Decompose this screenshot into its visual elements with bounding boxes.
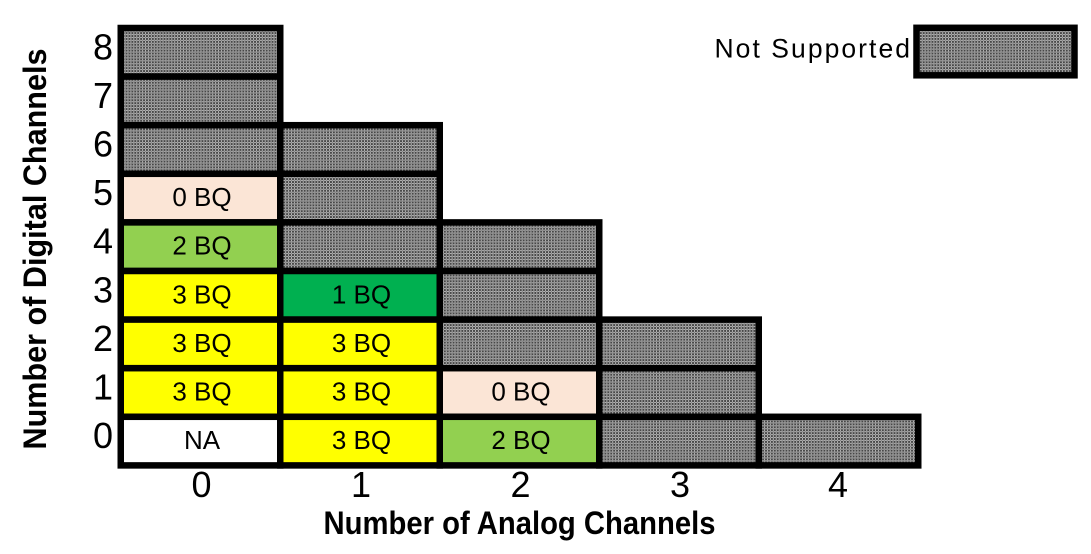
svg-text:4: 4 bbox=[828, 464, 848, 505]
svg-text:6: 6 bbox=[93, 124, 113, 165]
svg-text:Number of Analog Channels: Number of Analog Channels bbox=[324, 505, 716, 541]
svg-text:3: 3 bbox=[93, 269, 113, 310]
svg-text:3 BQ: 3 BQ bbox=[332, 328, 391, 358]
svg-text:7: 7 bbox=[93, 75, 113, 116]
svg-text:Not Supported: Not Supported bbox=[715, 33, 911, 63]
svg-text:2: 2 bbox=[93, 318, 113, 359]
svg-text:1: 1 bbox=[93, 367, 113, 408]
svg-text:2 BQ: 2 BQ bbox=[172, 231, 231, 261]
svg-text:3 BQ: 3 BQ bbox=[332, 377, 391, 407]
svg-text:NA: NA bbox=[184, 425, 221, 455]
svg-text:3 BQ: 3 BQ bbox=[172, 328, 231, 358]
svg-text:3: 3 bbox=[670, 464, 690, 505]
svg-text:3 BQ: 3 BQ bbox=[172, 377, 231, 407]
svg-text:2: 2 bbox=[510, 464, 530, 505]
svg-text:0: 0 bbox=[93, 415, 113, 456]
svg-text:5: 5 bbox=[93, 172, 113, 213]
svg-text:3 BQ: 3 BQ bbox=[332, 425, 391, 455]
svg-text:1 BQ: 1 BQ bbox=[332, 279, 391, 309]
svg-text:0 BQ: 0 BQ bbox=[172, 182, 231, 212]
svg-text:1: 1 bbox=[351, 464, 371, 505]
svg-text:Number of Digital Channels: Number of Digital Channels bbox=[17, 49, 53, 450]
svg-text:8: 8 bbox=[93, 26, 113, 67]
svg-text:0: 0 bbox=[191, 464, 211, 505]
svg-text:4: 4 bbox=[93, 221, 113, 262]
svg-text:2 BQ: 2 BQ bbox=[491, 425, 550, 455]
svg-text:0 BQ: 0 BQ bbox=[491, 377, 550, 407]
svg-text:3 BQ: 3 BQ bbox=[172, 279, 231, 309]
